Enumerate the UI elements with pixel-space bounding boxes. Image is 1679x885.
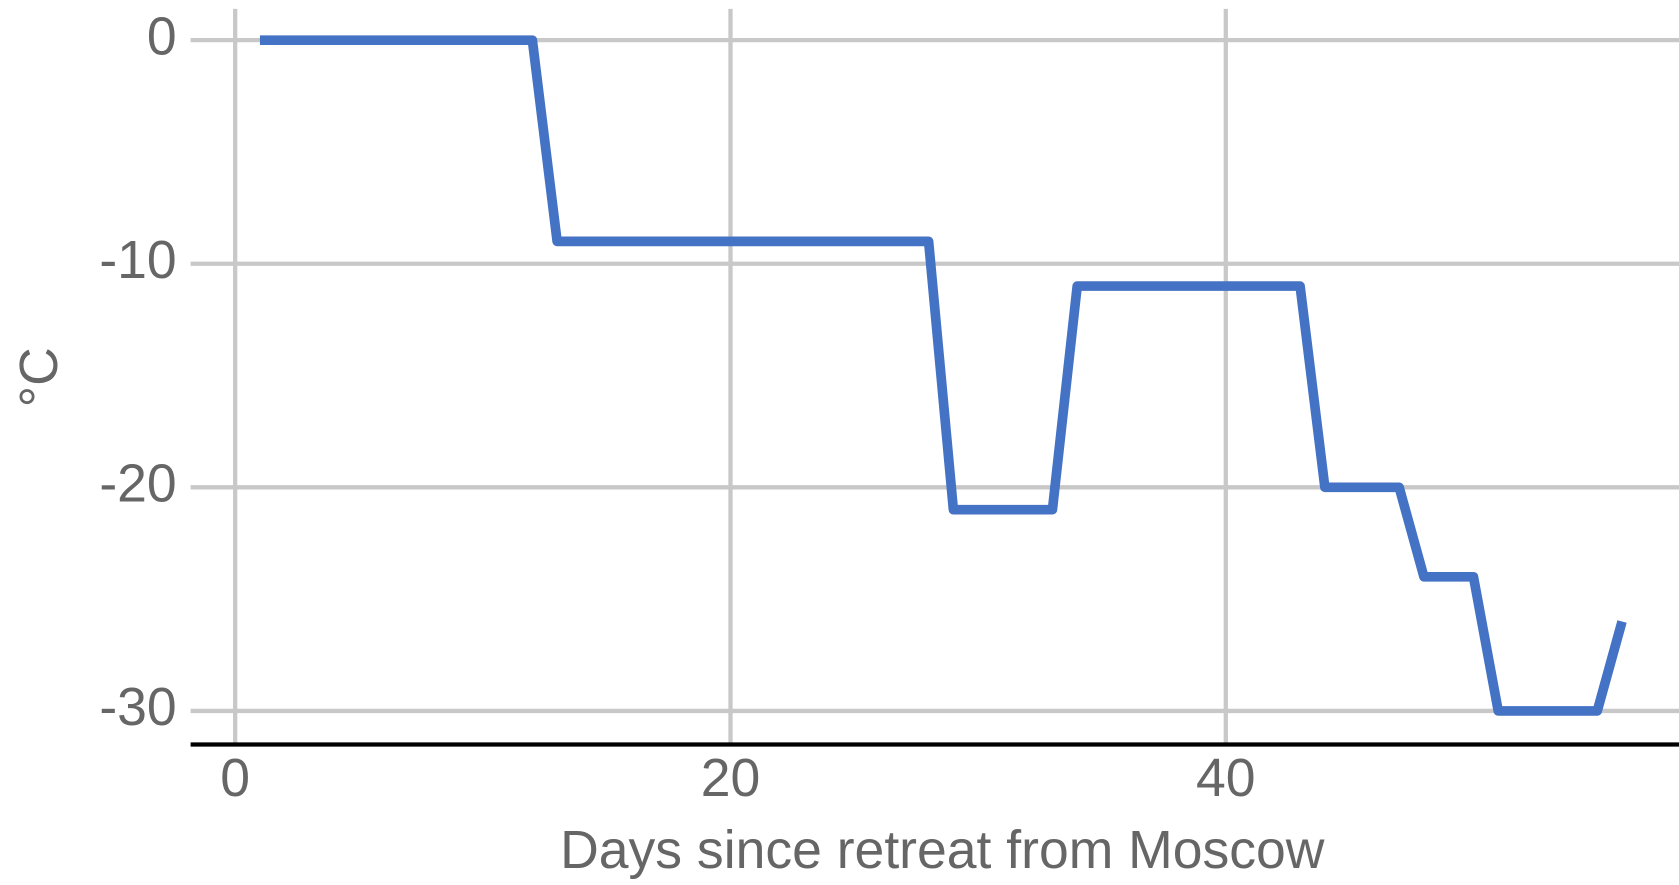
y-tick-label: -30 (99, 678, 176, 737)
x-tick-label: 40 (1196, 749, 1256, 808)
y-tick-label: -20 (99, 454, 176, 513)
x-tick-label: 0 (220, 749, 250, 808)
y-tick-label: -10 (99, 231, 176, 290)
x-axis-title: Days since retreat from Moscow (560, 821, 1325, 880)
x-tick-label: 20 (701, 749, 761, 808)
line (259, 35, 1627, 716)
y-tick-label: 0 (147, 7, 177, 66)
y-axis-title: °C (10, 347, 69, 407)
